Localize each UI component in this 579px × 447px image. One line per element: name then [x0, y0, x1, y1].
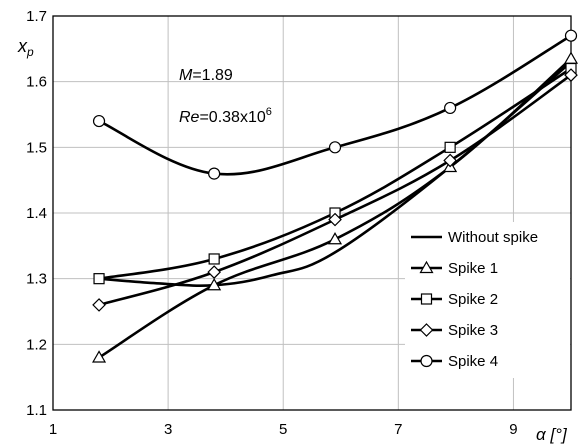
grid — [53, 16, 571, 410]
legend-item: Spike 3 — [411, 322, 498, 339]
data-point — [443, 153, 457, 168]
data-point — [420, 354, 433, 368]
series-line — [97, 34, 573, 176]
data-point — [564, 29, 578, 42]
tick-labels: 1 3 5 7 9 1.1 1.2 1.3 1.4 1.5 1.6 1.7 — [26, 8, 517, 438]
data-point — [563, 51, 579, 64]
legend-label: Spike 2 — [448, 291, 498, 308]
x-axis-label: α [°] — [536, 425, 568, 444]
data-point — [92, 298, 106, 312]
series-layer — [92, 29, 579, 363]
data-point — [207, 278, 222, 291]
mach-annotation: M=1.89 — [179, 67, 233, 84]
data-point — [328, 212, 342, 227]
reynolds-annotation-label: Re — [179, 109, 200, 126]
legend-label: Without spike — [448, 229, 538, 246]
data-point — [92, 350, 107, 363]
data-point — [328, 141, 342, 154]
data-point — [93, 273, 105, 285]
y-axis-label-sub: p — [26, 45, 34, 59]
legend-label: Spike 1 — [448, 260, 498, 277]
reynolds-annotation: Re=0.38x106 — [179, 106, 272, 126]
data-point — [564, 68, 578, 82]
legend-item: Spike 4 — [411, 353, 498, 370]
x-tick-label: 3 — [164, 421, 172, 438]
series-1 — [92, 51, 579, 363]
data-point — [208, 167, 221, 180]
legend: Without spike Spike 1 Spike 2 Spike 3 Spike … — [405, 222, 570, 378]
legend-item: Without spike — [411, 229, 538, 246]
plot-frame — [52, 15, 572, 411]
data-point — [444, 141, 456, 153]
mach-annotation-label: M — [179, 67, 193, 84]
y-tick-label: 1.1 — [26, 402, 47, 419]
series-4 — [92, 29, 578, 180]
legend-label: Spike 3 — [448, 322, 498, 339]
y-tick-label: 1.7 — [26, 8, 47, 25]
data-point — [420, 293, 433, 305]
x-tick-label: 9 — [509, 421, 517, 438]
series-3 — [92, 68, 578, 312]
data-point — [444, 101, 457, 115]
y-axis-label: xp — [17, 36, 34, 59]
y-tick-label: 1.3 — [26, 271, 47, 288]
y-tick-label: 1.6 — [26, 74, 47, 91]
x-tick-label: 7 — [394, 421, 402, 438]
data-point — [92, 114, 106, 128]
reynolds-annotation-exponent: 6 — [266, 106, 272, 118]
x-tick-label: 1 — [49, 421, 57, 438]
mach-annotation-value: =1.89 — [192, 67, 233, 84]
y-axis-label-main: x — [17, 36, 28, 56]
y-tick-label: 1.4 — [26, 205, 47, 222]
legend-item: Spike 2 — [411, 291, 498, 308]
y-tick-label: 1.2 — [26, 336, 47, 353]
reynolds-annotation-value: =0.38x10 — [199, 109, 265, 126]
legend-item: Spike 1 — [411, 260, 498, 277]
x-tick-label: 5 — [279, 421, 287, 438]
data-point — [327, 232, 343, 245]
data-point — [208, 253, 220, 265]
legend-label: Spike 4 — [448, 353, 498, 370]
data-point — [419, 323, 434, 337]
data-point — [419, 260, 434, 274]
data-point — [207, 265, 222, 279]
y-tick-label: 1.5 — [26, 139, 47, 156]
